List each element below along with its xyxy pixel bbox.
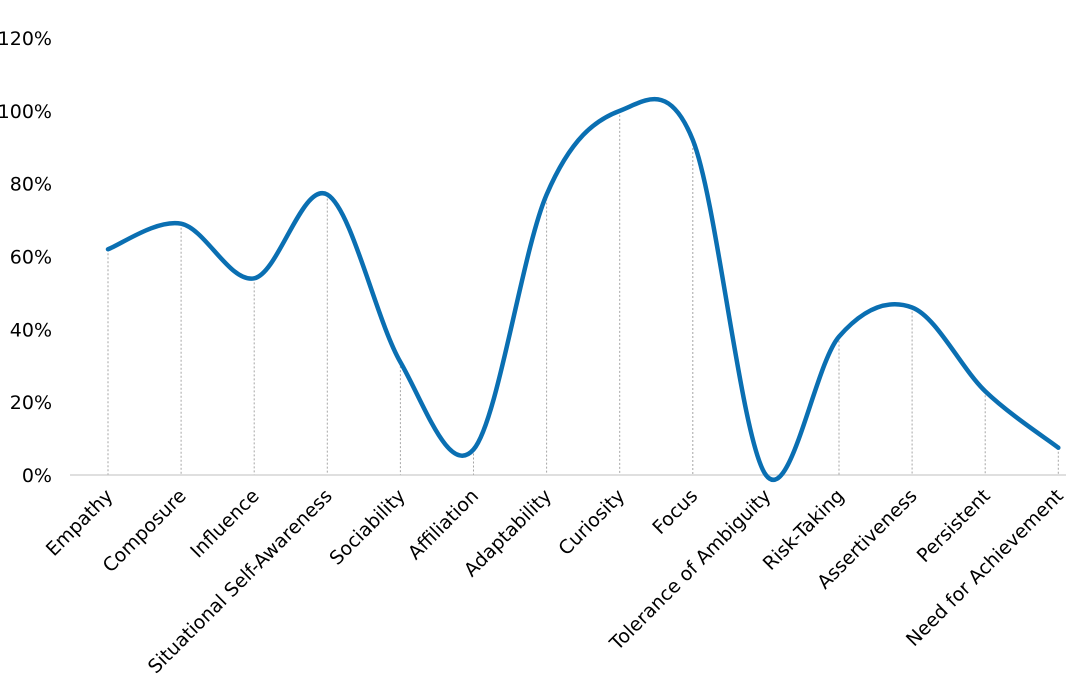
y-tick-label: 0% bbox=[22, 465, 52, 487]
y-tick-label: 60% bbox=[10, 247, 52, 269]
category-label: Affiliation bbox=[404, 485, 483, 564]
y-tick-label: 120% bbox=[0, 28, 52, 50]
y-tick-label: 100% bbox=[0, 101, 52, 123]
y-tick-label: 40% bbox=[10, 319, 52, 341]
y-tick-label: 80% bbox=[10, 174, 52, 196]
category-label: Focus bbox=[648, 485, 702, 539]
y-axis: 0% 20% 40% 60% 80% 100% 120% bbox=[0, 28, 52, 487]
y-tick-label: 20% bbox=[10, 392, 52, 414]
category-label: Curiosity bbox=[554, 485, 629, 560]
category-label: Influence bbox=[186, 485, 263, 562]
category-label: Empathy bbox=[42, 485, 118, 561]
drop-lines bbox=[107, 110, 1059, 475]
series-group bbox=[105, 96, 1061, 482]
category-label: Sociability bbox=[325, 485, 410, 570]
series-line bbox=[105, 96, 1061, 482]
